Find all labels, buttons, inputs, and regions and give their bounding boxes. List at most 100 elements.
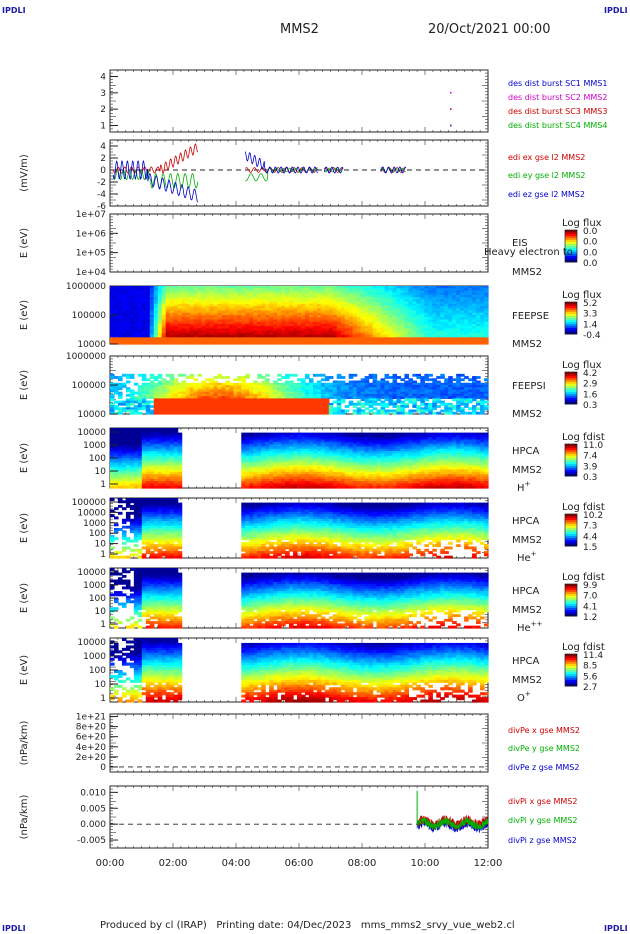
spectrogram-cell [324, 335, 330, 338]
spectrogram-cell [297, 407, 302, 411]
spectrogram-cell [149, 409, 155, 413]
spectrogram-cell [153, 326, 159, 329]
spectrogram-cell [356, 385, 362, 388]
spectrogram-cell [117, 385, 123, 388]
spectrogram-cell [205, 290, 211, 294]
spectrogram-cell [257, 411, 262, 415]
spectrogram-cell [348, 330, 354, 334]
spectrogram-cell [173, 398, 179, 402]
spectrogram-cell [344, 385, 350, 388]
spectrogram-cell [157, 393, 163, 397]
spectrogram-cell [424, 321, 429, 325]
spectrogram-cell [436, 405, 441, 408]
spectrogram-cell [336, 292, 342, 296]
spectrogram-cell [110, 474, 115, 478]
spectrogram-cell [285, 306, 290, 309]
spectrogram-cell [484, 292, 489, 296]
spectrogram-cell [344, 396, 350, 399]
spectrogram-cell [181, 326, 187, 329]
spectrogram-cell [392, 396, 398, 399]
spectrogram-cell [141, 301, 147, 305]
spectrogram-cell [348, 312, 354, 316]
spectrogram-cell [468, 297, 473, 300]
spectrogram-cell [388, 396, 394, 399]
spectrogram-cell [444, 402, 449, 406]
spectrogram-cell [336, 411, 342, 415]
spectrogram-cell [356, 393, 362, 397]
spectrogram-cell [213, 303, 219, 307]
spectrogram-cell [185, 330, 191, 334]
spectrogram-cell [173, 308, 179, 312]
spectrogram-cell [480, 385, 485, 388]
spectrogram-cell [308, 319, 314, 323]
spectrogram-cell [297, 391, 302, 395]
spectrogram-cell [336, 319, 342, 323]
spectrogram-cell [173, 294, 179, 298]
spectrogram-cell [137, 312, 143, 316]
spectrogram-cell [289, 373, 294, 377]
spectrogram-cell [432, 380, 437, 384]
spectrogram-cell [253, 290, 258, 294]
spectrogram-cell [384, 373, 390, 377]
spectrogram-cell [241, 330, 246, 334]
spectrogram-cell [388, 292, 394, 296]
spectrogram-cell [205, 288, 211, 292]
spectrogram-cell [141, 341, 147, 345]
spectrogram-cell [444, 387, 449, 391]
spectrogram-cell [125, 337, 131, 341]
spectrogram-cell [169, 380, 175, 384]
spectrogram-cell [213, 292, 219, 296]
spectrogram-cell [368, 297, 374, 300]
spectrogram-cell [117, 341, 123, 345]
spectrogram-cell [412, 380, 417, 384]
spectrogram-cell [173, 317, 179, 321]
spectrogram-cell [464, 330, 469, 334]
spectrogram-cell [229, 409, 234, 413]
spectrogram-cell [205, 407, 211, 411]
spectrogram-cell [328, 337, 334, 341]
spectrogram-cell [432, 306, 437, 309]
spectrogram-cell [185, 398, 191, 402]
spectrogram-cell [456, 409, 461, 413]
spectrogram-cell [424, 323, 429, 327]
spectrogram-cell [320, 299, 326, 303]
spectrogram-cell [444, 393, 449, 397]
spectrogram-cell [157, 321, 163, 325]
spectrogram-cell [468, 308, 473, 312]
spectrogram-cell [289, 299, 294, 303]
spectrogram-cell [400, 317, 406, 321]
spectrogram-cell [436, 337, 441, 341]
spectrogram-cell [308, 297, 314, 300]
spectrogram-cell [328, 312, 334, 316]
spectrogram-cell [320, 303, 326, 307]
spectrogram-cell [384, 317, 390, 321]
spectrogram-cell [472, 326, 477, 329]
spectrogram-cell [110, 335, 115, 338]
spectrogram-cell [368, 286, 374, 289]
spectrogram-cell [356, 292, 362, 296]
spectrogram-cell [372, 335, 378, 338]
spectrogram-cell [404, 310, 410, 314]
spectrogram-cell [293, 341, 298, 345]
spectrogram-cell [456, 389, 461, 393]
spectrogram-cell [293, 308, 298, 312]
spectrogram-cell [324, 319, 330, 323]
spectrogram-cell [372, 391, 378, 395]
spectrogram-cell [121, 485, 127, 489]
spectrogram-cell [372, 303, 378, 307]
spectrogram-cell [125, 373, 131, 377]
spectrogram-cell [185, 299, 191, 303]
spectrogram-cell [117, 328, 123, 332]
spectrogram-cell [464, 319, 469, 323]
spectrogram-cell [197, 315, 203, 318]
spectrogram-cell [181, 405, 187, 408]
spectrogram-cell [304, 319, 310, 323]
spectrogram-cell [368, 299, 374, 303]
spectrogram-cell [110, 328, 115, 332]
spectrogram-cell [249, 389, 254, 393]
spectrogram-cell [229, 310, 234, 314]
spectrogram-cell [261, 292, 266, 296]
spectrogram-cell [125, 471, 131, 475]
spectrogram-cell [225, 396, 230, 399]
spectrogram-cell [432, 288, 437, 292]
